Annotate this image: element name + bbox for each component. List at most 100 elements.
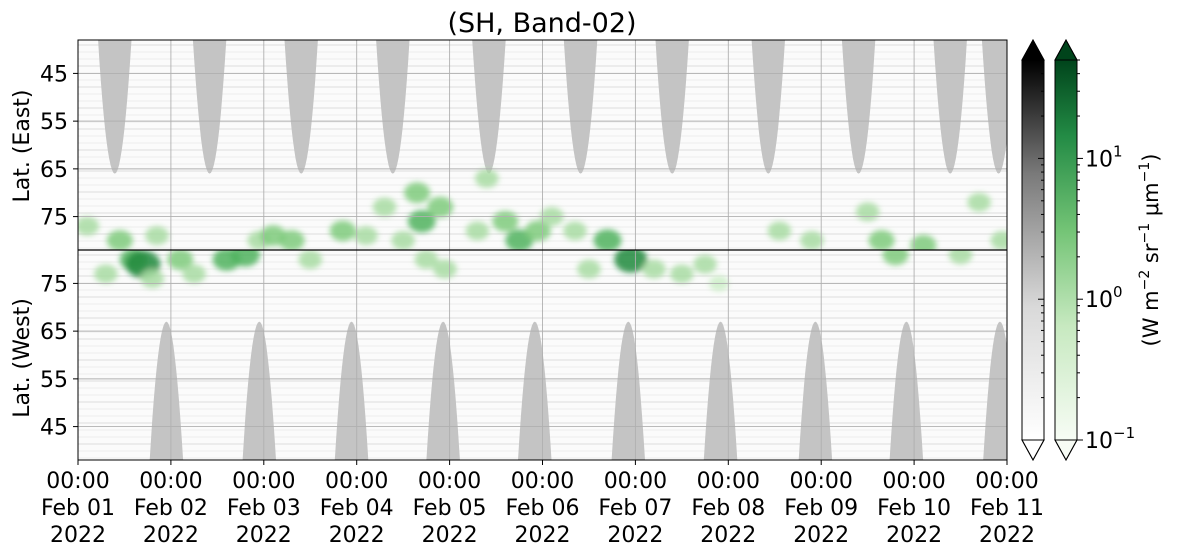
x-tick-date: Feb 03 xyxy=(227,496,301,521)
sunlit-region xyxy=(426,321,460,460)
plot-panel-east xyxy=(77,39,1008,251)
x-tick-date: Feb 05 xyxy=(413,496,487,521)
emission-patch xyxy=(354,226,378,246)
x-tick-year: 2022 xyxy=(329,523,385,548)
emission-patch xyxy=(882,250,909,266)
emission-patch xyxy=(278,230,305,250)
sunlit-region xyxy=(983,321,1007,460)
y-tick-label: 75 xyxy=(40,206,68,231)
emission-patch xyxy=(78,216,100,236)
emission-patch xyxy=(140,269,165,289)
x-tick-time: 00:00 xyxy=(46,469,109,494)
y-tick-label: 55 xyxy=(40,110,68,135)
x-tick-time: 00:00 xyxy=(418,469,481,494)
grid-west xyxy=(78,250,1007,460)
x-tick-time: 00:00 xyxy=(789,469,852,494)
x-tick-date: Feb 09 xyxy=(784,496,858,521)
emission-patch xyxy=(642,259,666,279)
colorbar-tick-exponent: 0 xyxy=(1113,283,1123,301)
y-axis-label-west: Lat. (West) xyxy=(10,298,35,418)
colorbar-tick-base: 10 xyxy=(1085,429,1113,454)
x-tick-year: 2022 xyxy=(607,523,663,548)
x-tick-date: Feb 04 xyxy=(320,496,394,521)
colorbar-tick-base: 10 xyxy=(1085,147,1113,172)
emission-patch xyxy=(145,226,169,246)
colorbar-green xyxy=(1054,38,1078,462)
x-tick-time: 00:00 xyxy=(697,469,760,494)
x-tick-date: Feb 10 xyxy=(877,496,951,521)
emission-patch xyxy=(433,259,457,279)
emission-patch xyxy=(563,221,587,241)
emission-patch xyxy=(492,210,519,232)
colorbar-tick-exponent: 1 xyxy=(1113,142,1123,160)
emission-patch xyxy=(407,210,436,233)
emission-patch xyxy=(693,254,717,274)
emission-patch xyxy=(404,182,431,204)
sunlit-region xyxy=(242,321,277,460)
colorbar-tick-label: 10−1 xyxy=(1085,424,1135,454)
colorbar-label: (W m−2 sr−1 μm−1) xyxy=(1137,154,1163,347)
emission-patch xyxy=(329,220,356,242)
y-tick-label: 45 xyxy=(40,416,68,441)
x-tick-year: 2022 xyxy=(50,523,106,548)
grid-east xyxy=(78,40,1007,250)
y-tick-label: 45 xyxy=(40,62,68,87)
x-tick-year: 2022 xyxy=(236,523,292,548)
x-tick-year: 2022 xyxy=(700,523,756,548)
y-tick-label: 65 xyxy=(40,320,68,345)
emission-patch xyxy=(474,168,499,188)
x-tick-time: 00:00 xyxy=(325,469,388,494)
emission-patch xyxy=(855,202,880,222)
sunlit-regions-west xyxy=(149,321,1007,460)
colorbar-gray xyxy=(1021,38,1045,462)
emission-patch xyxy=(465,221,490,241)
emission-patch xyxy=(614,250,648,273)
x-tick-time: 00:00 xyxy=(975,469,1038,494)
y-axis-label-east: Lat. (East) xyxy=(10,90,35,203)
x-tick-time: 00:00 xyxy=(604,469,667,494)
sunlit-region xyxy=(798,321,833,460)
x-tick-label: 00:00 Feb 02 2022 xyxy=(134,469,208,548)
x-tick-year: 2022 xyxy=(979,523,1035,548)
sunlit-region xyxy=(334,321,369,460)
x-tick-time: 00:00 xyxy=(882,469,945,494)
sunlit-region xyxy=(703,321,738,460)
x-tick-label: 00:00 Feb 06 2022 xyxy=(506,469,580,548)
y-tick-labels: 45 55 65 75 75 65 55 45 xyxy=(40,62,78,441)
emission-patches-east xyxy=(78,168,1007,250)
y-tick-label: 75 xyxy=(40,272,68,297)
colorbar-tick-base: 10 xyxy=(1085,288,1113,313)
x-tick-date: Feb 01 xyxy=(41,496,115,521)
sunlit-region xyxy=(889,321,924,460)
x-tick-label: 00:00 Feb 11 2022 xyxy=(970,469,1044,548)
x-tick-time: 00:00 xyxy=(232,469,295,494)
x-tick-label: 00:00 Feb 08 2022 xyxy=(691,469,765,548)
x-tick-label: 00:00 Feb 04 2022 xyxy=(320,469,394,548)
sunlit-region xyxy=(518,321,552,460)
colorbar-tick-label: 100 xyxy=(1085,283,1123,313)
emission-patch xyxy=(524,220,551,242)
x-tick-date: Feb 11 xyxy=(970,496,1044,521)
emission-patch xyxy=(868,230,895,250)
emission-patch xyxy=(577,259,601,279)
emission-patch xyxy=(230,250,260,267)
emission-patch xyxy=(767,221,792,241)
x-tick-date: Feb 06 xyxy=(506,496,580,521)
x-tick-label: 00:00 Feb 03 2022 xyxy=(227,469,301,548)
emission-patch xyxy=(948,250,973,265)
emission-patch xyxy=(372,197,397,217)
x-tick-year: 2022 xyxy=(422,523,478,548)
x-tick-time: 00:00 xyxy=(139,469,202,494)
plot-panel-west xyxy=(77,249,1008,461)
x-tick-year: 2022 xyxy=(793,523,849,548)
emission-patch xyxy=(298,250,323,269)
emission-patch xyxy=(414,250,439,269)
chart-title: (SH, Band-02) xyxy=(447,8,636,39)
emission-patch xyxy=(967,192,991,212)
x-tick-year: 2022 xyxy=(886,523,942,548)
x-tick-date: Feb 02 xyxy=(134,496,208,521)
x-tick-date: Feb 08 xyxy=(691,496,765,521)
emission-patch xyxy=(167,250,194,270)
